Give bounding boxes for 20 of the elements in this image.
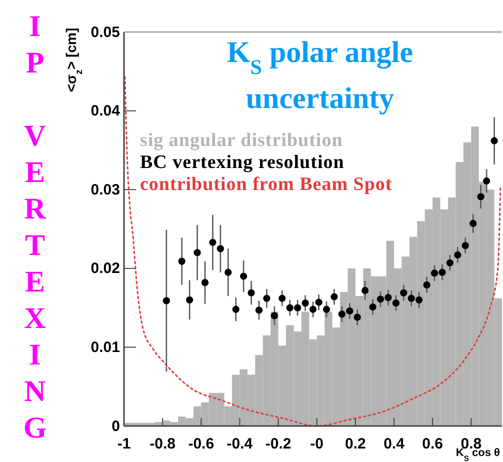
x-tick-label: -0.6 bbox=[188, 436, 214, 452]
x-tick-label: -0.4 bbox=[226, 436, 254, 452]
series-label: contribution from Beam Spot bbox=[140, 174, 392, 195]
text: sig angular distribution bbox=[140, 130, 343, 151]
text: K$_{S}$ polar angle uncertainty bbox=[226, 36, 414, 115]
y-tick-label: 0 bbox=[112, 418, 120, 435]
x-tick-label: 0.4 bbox=[384, 436, 406, 452]
x-tick-label: -0.2 bbox=[265, 436, 292, 452]
y-tick-label: 0.02 bbox=[90, 260, 120, 278]
y-tick-label: 0.03 bbox=[90, 181, 120, 198]
x-tick-label: -0.8 bbox=[150, 436, 176, 452]
text: IP VERTEXING bbox=[23, 10, 47, 444]
x-tick-label: 0.2 bbox=[345, 436, 366, 452]
y-tick-label: 0.01 bbox=[90, 339, 120, 356]
x-tick-label: -1 bbox=[117, 436, 131, 452]
y-tick-label: 0.04 bbox=[90, 102, 121, 120]
y-tick-label: 0.05 bbox=[90, 24, 120, 41]
text: BC vertexing resolution bbox=[140, 152, 344, 173]
x-tick-label: 0.6 bbox=[422, 436, 443, 452]
x-tick-label: -0 bbox=[310, 436, 324, 452]
